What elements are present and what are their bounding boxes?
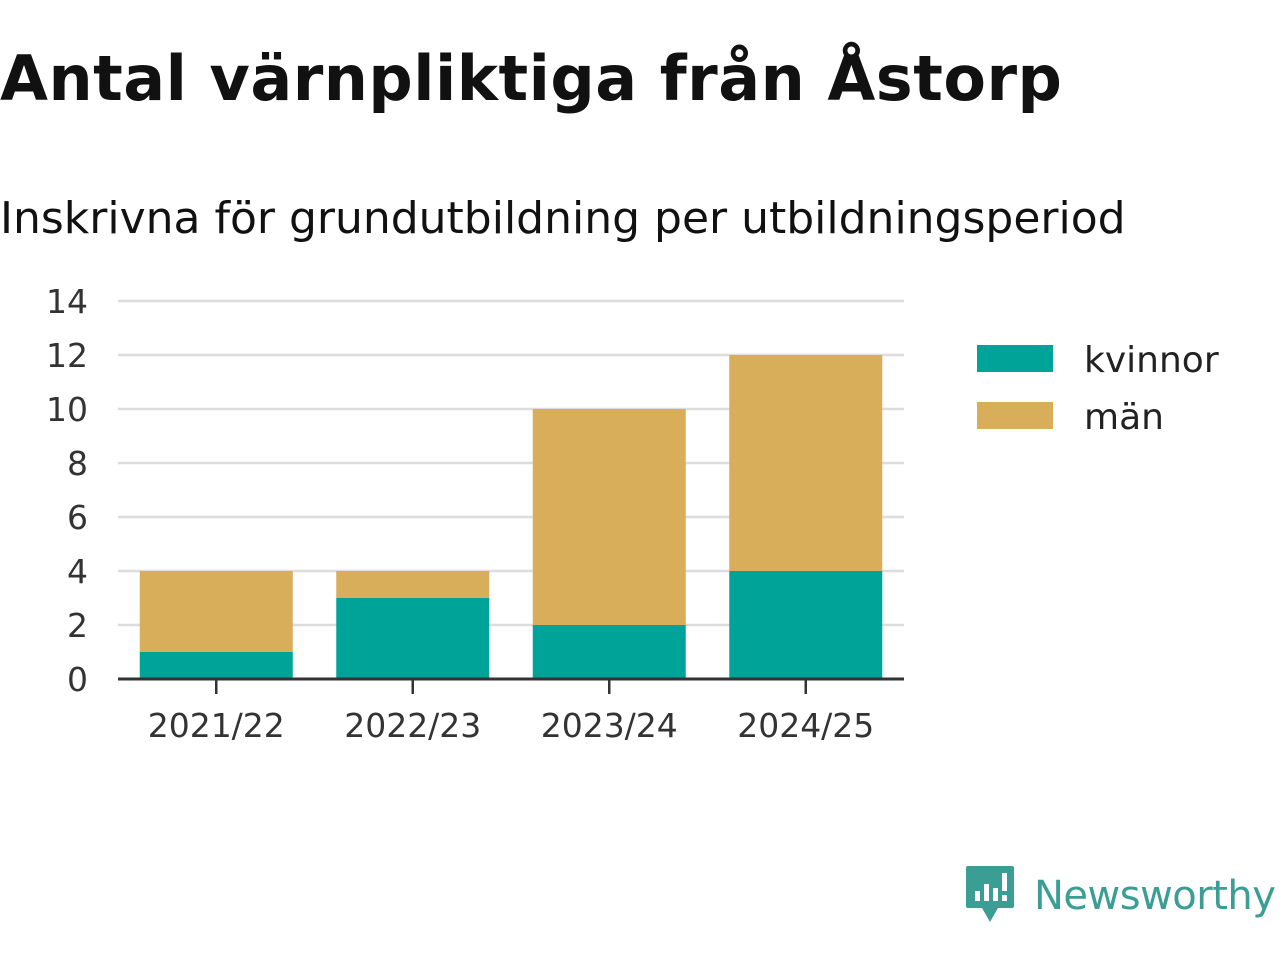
legend-swatch-man [977, 402, 1053, 429]
y-tick-label: 14 [46, 282, 88, 321]
y-tick-label: 2 [67, 606, 88, 645]
chart-title: Antal värnpliktiga från Åstorp [0, 42, 1063, 115]
x-tick-label: 2021/22 [148, 706, 285, 745]
bar-kvinnor-2021-22 [139, 652, 293, 679]
bar-man-2023-24 [532, 409, 686, 625]
legend-swatch-kvinnor [977, 345, 1053, 372]
bar-man-2024-25 [729, 355, 883, 571]
legend-label-man: män [1084, 397, 1164, 438]
bar-kvinnor-2024-25 [729, 571, 883, 679]
x-tick-label: 2022/23 [344, 706, 481, 745]
newsworthy-logo: Newsworthy [964, 864, 1276, 928]
y-tick-label: 10 [46, 390, 88, 429]
bar-man-2022-23 [336, 571, 490, 598]
bar-man-2021-22 [139, 571, 293, 652]
bar-kvinnor-2023-24 [532, 625, 686, 679]
legend-label-kvinnor: kvinnor [1084, 340, 1219, 381]
newsworthy-logo-icon [964, 864, 1016, 928]
y-tick-label: 8 [67, 444, 88, 483]
y-tick-label: 0 [67, 660, 88, 699]
axes: 0 2 4 6 8 10 12 14 2021/22 2022/23 2023/24 2024/25 [46, 282, 904, 745]
legend: kvinnor män [977, 340, 1219, 438]
y-tick-label: 6 [67, 498, 88, 537]
newsworthy-logo-text: Newsworthy [1034, 873, 1276, 919]
x-tick-label: 2024/25 [737, 706, 874, 745]
chart-subtitle: Inskrivna för grundutbildning per utbild… [0, 193, 1126, 244]
y-tick-label: 12 [46, 336, 88, 375]
y-tick-label: 4 [67, 552, 88, 591]
bars [139, 355, 883, 679]
bar-kvinnor-2022-23 [336, 598, 490, 679]
x-tick-label: 2023/24 [541, 706, 678, 745]
